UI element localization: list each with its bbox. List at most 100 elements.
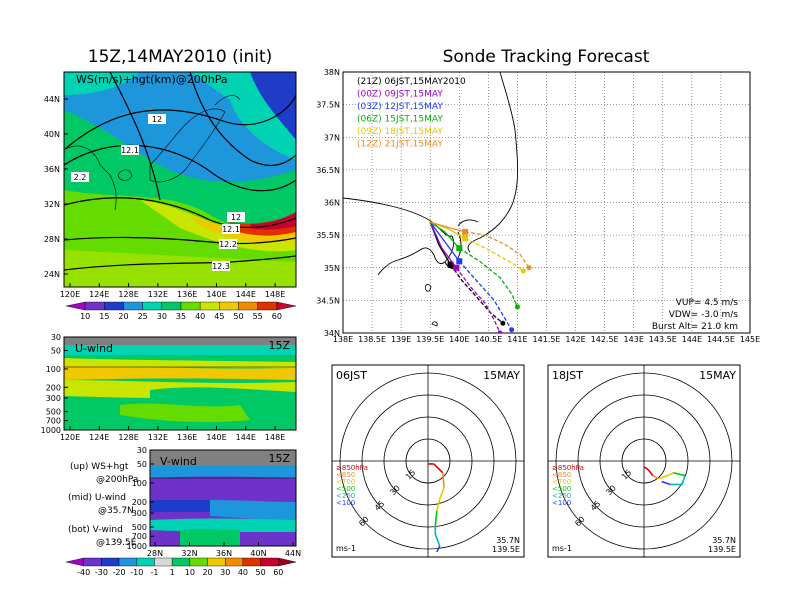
colorbar-label: 30 [157, 312, 167, 321]
colorbar-label: 40 [238, 568, 248, 577]
track-landing-point [500, 320, 506, 326]
pressure-tick-label: 100 [46, 365, 61, 374]
hodograph-segment [436, 498, 441, 512]
contour-label: 12.1 [121, 146, 139, 155]
colorbar-label: 15 [99, 312, 109, 321]
colorbar-label: 60 [273, 568, 283, 577]
track-burst-marker [456, 245, 463, 252]
map-lon-tick-label: 144E [236, 290, 256, 299]
colorbar-swatch [83, 557, 102, 567]
pressure-tick-label: 100 [132, 479, 147, 488]
track-lat-label: 34N [324, 329, 340, 338]
hodograph-lat: 35.7N [496, 536, 520, 545]
colorbar-swatch [136, 557, 155, 567]
map-lat-tick-label: 44N [44, 95, 60, 104]
colorbar-label: -20 [113, 568, 126, 577]
map-lon-tick-label: 132E [148, 290, 168, 299]
map-lat-tick-label: 36N [44, 165, 60, 174]
colorbar-label: 30 [220, 568, 230, 577]
launch-legend-item: (00Z) 09JST,15MAY [357, 90, 443, 100]
track-landing-point [526, 265, 532, 271]
hodograph-level-label: <700 [552, 478, 571, 486]
track-lon-label: 145E [740, 335, 760, 344]
hodograph-level-label: <850 [552, 471, 571, 479]
hodograph-level-label: <500 [552, 485, 571, 493]
colorbar-swatch [219, 301, 239, 311]
track-lon-label: 141.5E [533, 335, 561, 344]
hodograph-segment [667, 472, 674, 477]
hodograph-segment [647, 469, 654, 477]
legend-up-2: @200hPa [96, 475, 138, 485]
colorbar-swatch [257, 301, 278, 311]
hodograph-segment [441, 472, 445, 488]
track-lon-label: 139.5E [416, 335, 444, 344]
pressure-tick-label: 1000 [41, 426, 61, 435]
colorbar-swatch [101, 557, 120, 567]
launch-legend-item: (12Z) 21JST,15MAY [357, 140, 443, 150]
map-lat-tick-label: 24N [44, 270, 60, 279]
track-burst-marker [462, 235, 469, 242]
track-lat-label: 35.5N [316, 231, 340, 240]
track-lon-label: 140E [449, 335, 469, 344]
track-descent-line [455, 267, 501, 333]
track-lat-label: 36.5N [316, 166, 340, 175]
track-lat-ticks: 38N 37.5N 37N 36.5N 36N 35.5N 35N 34.5N 34N [316, 68, 340, 338]
hodograph-segment [643, 466, 649, 471]
hodograph-unit: ms-1 [552, 544, 572, 553]
launch-legend-item: (09Z) 18JST,15MAY [357, 127, 443, 137]
map-lon-ticks: 120E 124E 128E 132E 136E 140E 144E 148E [60, 283, 285, 299]
map-lon-tick-label: 136E [177, 290, 197, 299]
colorbar-label: 50 [233, 312, 243, 321]
colorbar-swatch [180, 301, 201, 311]
colorbar-label: 25 [138, 312, 148, 321]
hodograph-segment [658, 474, 668, 480]
colorbar-swatch [154, 557, 173, 567]
u-lon-ticks: 120E 124E 128E 132E 136E 140E 144E 148E [60, 426, 285, 442]
colorbar-swatch [199, 301, 220, 311]
colorbar-swatch [104, 301, 124, 311]
v-wind-frame [149, 449, 297, 547]
sonde-tracks [429, 221, 532, 333]
hodograph-segment [436, 545, 441, 553]
track-lat-label: 37N [324, 133, 340, 142]
pressure-tick-label: 500 [132, 523, 147, 532]
colorbar-swatch [276, 301, 297, 311]
hodograph-segment [652, 474, 660, 480]
track-descent-line [464, 231, 530, 269]
hodograph-level-label: <250 [552, 492, 571, 500]
pressure-tick-label: 300 [132, 509, 147, 518]
map-lat-ticks: 44N 40N 36N 32N 28N 24N [44, 95, 68, 279]
contour-label: 12.1 [222, 225, 240, 234]
track-lon-label: 144E [682, 335, 702, 344]
pressure-tick-label: 50 [137, 460, 147, 469]
hodograph-segment [433, 463, 444, 474]
launch-legend: (21Z) 06JST,15MAY2010 (00Z) 09JST,15MAY (0… [357, 77, 466, 150]
hodograph-level-label: <850 [336, 471, 355, 479]
u-wind-time: 15Z [268, 339, 290, 352]
hodograph-time: 18JST [552, 369, 583, 382]
track-landing-point [497, 330, 503, 333]
track-descent-line [458, 260, 513, 331]
u-lon-tick-label: 128E [118, 433, 138, 442]
track-lon-label: 138E [333, 335, 353, 344]
pressure-tick-label: 1000 [127, 542, 147, 551]
v-wind-label: V-wind [160, 455, 197, 468]
hodograph-level-label: <500 [336, 485, 355, 493]
pressure-tick-label: 700 [46, 417, 61, 426]
panel-legend: (up) WS+hgt @200hPa (mid) U-wind @35.7N … [68, 462, 138, 548]
u-wind-frame [63, 336, 297, 431]
hodograph-level-label: <100 [336, 499, 355, 507]
contour-labels: 12 12.1 2.2 12 12.1 12.2 12.3 [71, 114, 245, 271]
track-lon-label: 143E [624, 335, 644, 344]
track-landing-point [520, 268, 526, 274]
hodograph-segment [681, 475, 686, 485]
track-lon-label: 142.5E [591, 335, 619, 344]
track-ascent-line [429, 221, 457, 269]
u-lon-tick-label: 132E [148, 433, 168, 442]
colorbar-swatch [278, 557, 297, 567]
colorbar-swatch [225, 557, 244, 567]
param-vdw: VDW= -3.0 m/s [669, 310, 739, 320]
v-lat-tick-label: 32N [181, 549, 197, 558]
track-lon-label: 139E [391, 335, 411, 344]
